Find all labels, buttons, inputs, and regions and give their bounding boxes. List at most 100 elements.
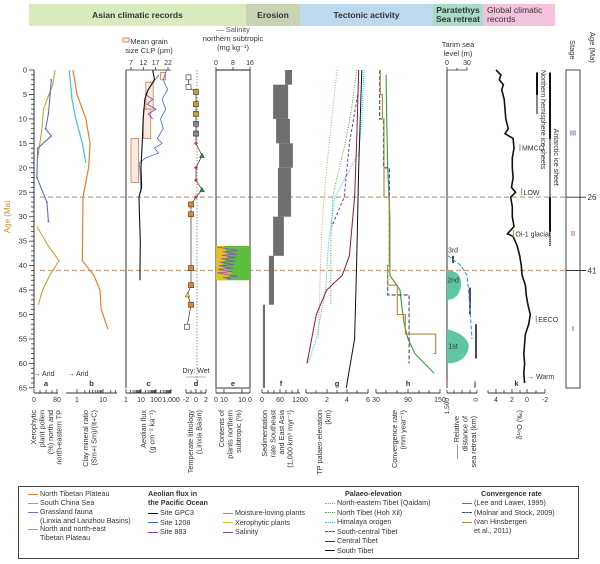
salinity-title: northern subtropic xyxy=(203,34,264,43)
legend-swatch xyxy=(28,528,38,530)
series-line-b xyxy=(68,69,87,164)
legend-swatch xyxy=(148,512,158,514)
oxygen-isotope-line xyxy=(495,69,532,384)
x-tick-label-g: 6 xyxy=(366,397,370,404)
x-axis-label-a: plant pollen xyxy=(38,410,47,447)
data-point-a xyxy=(46,201,48,203)
legend-swatch xyxy=(462,502,472,504)
panel-letter-c: c xyxy=(146,379,150,388)
legend-label: (van Hinsbergen xyxy=(474,517,527,526)
x-tick-label-a: 80 xyxy=(53,397,61,404)
lithology-marker xyxy=(188,301,194,308)
transgression-label: 1st xyxy=(448,343,457,350)
lithology-marker xyxy=(188,265,194,271)
arid-annotation-b: → Arid xyxy=(67,371,88,378)
lithology-marker xyxy=(185,74,192,81)
lithology-marker xyxy=(188,211,194,218)
legend-label: Xerophytic plants xyxy=(235,517,291,527)
panel-letter-d: d xyxy=(194,379,199,388)
x-axis-label-g: TP palaeo-elevation xyxy=(315,410,324,475)
lithology-marker xyxy=(193,101,199,108)
x-tick-label-e: 0 xyxy=(248,397,252,404)
panel-letter-j: j xyxy=(473,379,476,388)
header-tectonic: Tectonic activity xyxy=(300,4,433,26)
stage-title: Stage xyxy=(568,40,577,60)
legend-swatch xyxy=(325,550,335,552)
lithology-marker xyxy=(193,120,199,127)
northern-ice-sheet-label: Northern hemisphere ice sheets xyxy=(539,70,546,170)
series-line-c xyxy=(138,69,156,281)
x-axis-label-e: subtropic (%) xyxy=(234,410,243,453)
legend-label: Tibetan Plateau xyxy=(40,533,91,542)
legend-swatch xyxy=(325,521,335,523)
lithology-marker xyxy=(194,141,198,146)
x-tick-label-g: 0 xyxy=(304,397,308,404)
salinity-line xyxy=(216,246,239,280)
age-tick-label: 55 xyxy=(19,334,27,343)
age-tick-label: 25 xyxy=(19,188,27,197)
tarim-title: Tarim sea xyxy=(442,40,475,49)
legend-label: Himalaya orogen xyxy=(337,517,392,526)
legend-label: North and north-east xyxy=(40,524,106,533)
x-axis-label-f: (1,000 km³ myr⁻¹) xyxy=(286,410,295,468)
warm-annotation: → Warm xyxy=(527,374,555,381)
x-tick-label-j: 0 xyxy=(473,398,480,402)
age-tick-label: 10 xyxy=(19,114,27,123)
x-tick-label-f: 60 xyxy=(276,397,284,404)
lithology-marker xyxy=(199,152,205,158)
x-tick-label-j: 1,500 xyxy=(444,398,451,415)
sedimentation-rate-bar xyxy=(262,304,265,388)
lithology-marker xyxy=(199,186,205,193)
legend-swatch xyxy=(223,531,233,533)
x-axis-label-c: (g cm⁻² ka⁻¹) xyxy=(148,410,157,453)
x-tick-label-f: 0 xyxy=(260,397,264,404)
legend-item: Central Tibet xyxy=(325,536,378,545)
tarim-title: level (m) xyxy=(444,49,473,58)
x-tick-label-e: 10 xyxy=(220,397,228,404)
x-axis-label-j: sea retreat (km) xyxy=(469,416,478,468)
legend-label: et al., 2011) xyxy=(474,526,512,535)
legend-swatch xyxy=(462,512,472,514)
convergence-line xyxy=(379,70,437,355)
legend-swatch xyxy=(325,531,335,533)
legend-item: North Tibet (Hoh Xil) xyxy=(325,508,402,517)
header-tectonic-label: Tectonic activity xyxy=(333,9,400,20)
age-boundary-label: 41 xyxy=(588,266,597,275)
transgression-area xyxy=(447,270,462,300)
series-line-b xyxy=(72,69,109,330)
legend-swatch xyxy=(223,512,233,514)
legend-item: Moisture-loving plants xyxy=(223,508,305,517)
x-tick-label-c: 1,000 xyxy=(162,397,180,404)
tarim-top-tick-label: 0 xyxy=(445,60,449,67)
x-axis-label-k: δ¹⁸O (‰) xyxy=(515,410,524,439)
x-tick-label-g: 2 xyxy=(325,397,329,404)
salinity-top-tick-label: 0 xyxy=(214,60,218,67)
lithology-marker xyxy=(184,292,191,298)
age-tick-label: 20 xyxy=(19,163,27,172)
legend-swatch xyxy=(325,540,335,542)
legend-swatch xyxy=(28,511,38,513)
x-tick-label-d: -2 xyxy=(183,397,189,404)
age-tick-label: 0 xyxy=(23,66,27,75)
legend-label: North Tibet (Hoh Xil) xyxy=(337,507,403,517)
x-axis-label-e: Contents of xyxy=(217,409,226,447)
age-tick-label: 65 xyxy=(19,383,27,392)
age-boundary-label: 26 xyxy=(588,193,597,202)
x-tick-label-e: 0 xyxy=(214,397,218,404)
elevation-line xyxy=(330,69,358,305)
legend-aeolian-title: Aeolian flux in xyxy=(148,489,198,498)
data-point-a xyxy=(47,220,50,223)
panel-letter-g: g xyxy=(335,379,340,388)
grain-top-tick-label: 17 xyxy=(152,60,160,67)
age-tick-label: 40 xyxy=(19,261,27,270)
legend-swatch xyxy=(28,493,38,495)
legend-item: Grassland fauna (Linxia and Lanzhou Basin… xyxy=(28,507,131,525)
legend-label: (Linxia and Lanzhou Basins) xyxy=(40,516,131,525)
legend-item: Salinity xyxy=(223,527,258,536)
grain-size-title: size CLP (µm) xyxy=(125,46,173,55)
age-tick-label: 15 xyxy=(19,139,27,148)
elevation-line xyxy=(331,94,359,227)
legend: North Tibetan Plateau South China Sea Gras… xyxy=(18,486,579,559)
